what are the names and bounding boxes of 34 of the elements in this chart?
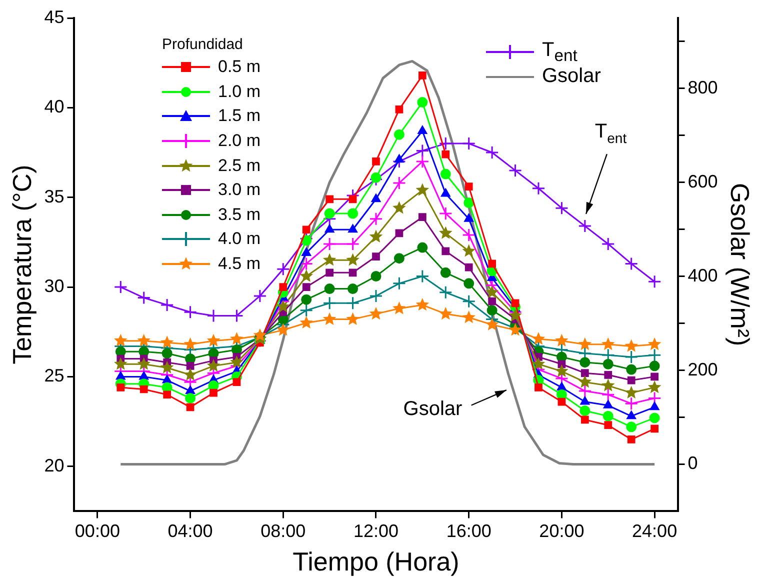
x-tick-label: 24:00: [632, 520, 678, 541]
legend-label: 0.5 m: [218, 57, 261, 78]
legend-label: 3.0 m: [218, 180, 261, 200]
y-tick-label: 25: [44, 366, 64, 386]
x-tick-label: 08:00: [260, 520, 306, 541]
annotation: Gsolar: [403, 398, 463, 420]
legend-title: Profundidad: [162, 36, 244, 53]
y2-tick-label: 800: [688, 77, 718, 98]
legend-label: 2.5 m: [218, 156, 261, 176]
y2-tick-label: 600: [688, 171, 718, 192]
x-axis-title: Tiempo (Hora): [292, 546, 460, 577]
legend-label: 4.5 m: [218, 254, 261, 274]
legend-label: 4.0 m: [218, 229, 261, 250]
legend-label: 2.0 m: [218, 131, 261, 152]
y-tick-label: 40: [44, 96, 64, 117]
x-tick-label: 16:00: [446, 520, 492, 541]
y2-tick-label: 400: [688, 265, 718, 286]
legend-label: 1.0 m: [218, 82, 261, 102]
y-axis-title: Temperatura (°C): [6, 164, 37, 364]
y2-tick-label: 200: [688, 359, 718, 380]
y2-tick-label: 0: [688, 453, 698, 474]
legend-label: 1.5 m: [218, 106, 261, 126]
x-tick-label: 04:00: [168, 520, 213, 541]
legend-label: 3.5 m: [218, 204, 261, 225]
y-tick-label: 45: [44, 6, 64, 27]
y-tick-label: 20: [44, 455, 64, 476]
x-tick-label: 12:00: [353, 520, 399, 541]
legend-label: T$_{ent}$: [542, 38, 578, 66]
x-tick-label: 20:00: [539, 520, 584, 541]
legend-label: Gsolar: [542, 65, 601, 88]
y2-axis-title: Gsolar (W/m²): [725, 183, 756, 346]
y-tick-label: 30: [44, 276, 64, 296]
x-tick-label: 00:00: [74, 520, 120, 541]
y-tick-label: 35: [44, 186, 64, 206]
